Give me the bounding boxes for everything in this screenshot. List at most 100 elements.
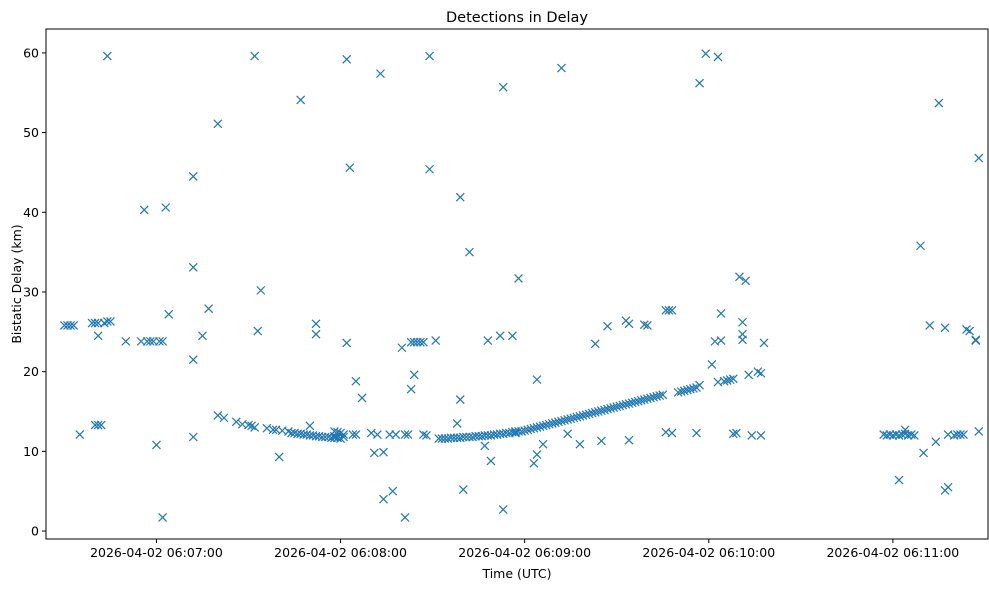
data-point xyxy=(695,78,704,88)
data-point xyxy=(415,337,425,347)
data-point xyxy=(486,456,496,466)
data-point xyxy=(655,391,665,400)
data-point xyxy=(188,432,198,442)
x-axis-label: Time (UTC) xyxy=(481,566,551,581)
y-axis-ticks: 0 10 20 30 40 50 60 xyxy=(23,45,46,539)
data-point xyxy=(425,164,434,174)
data-point xyxy=(379,447,388,457)
x-tick-label: 2026-04-02 06:10:00 xyxy=(642,545,775,560)
y-axis-label: Bistatic Delay (km) xyxy=(9,224,24,343)
data-point xyxy=(250,423,260,432)
y-tick-label: 60 xyxy=(23,45,39,60)
data-point xyxy=(458,485,468,495)
data-point xyxy=(188,171,198,181)
data-point xyxy=(400,513,410,522)
data-point xyxy=(667,305,677,315)
data-point xyxy=(735,272,744,282)
data-point xyxy=(455,192,465,202)
data-point xyxy=(213,411,223,420)
data-point xyxy=(161,203,171,212)
data-point xyxy=(906,430,916,440)
data-point xyxy=(731,428,741,438)
data-point xyxy=(96,420,106,430)
data-point xyxy=(959,430,968,440)
data-point xyxy=(658,390,668,400)
x-tick-label: 2026-04-02 06:08:00 xyxy=(274,545,407,560)
data-point xyxy=(231,417,241,427)
data-point xyxy=(741,276,751,286)
data-point xyxy=(639,320,649,330)
data-point xyxy=(409,370,419,380)
x-tick-label: 2026-04-02 06:11:00 xyxy=(826,545,959,560)
data-point xyxy=(974,153,984,163)
data-point xyxy=(716,309,726,318)
data-point xyxy=(452,419,462,428)
data-point xyxy=(575,439,585,449)
data-point xyxy=(965,326,975,336)
data-point xyxy=(158,513,168,522)
data-point xyxy=(219,413,229,423)
y-tick-label: 10 xyxy=(23,444,39,459)
data-point xyxy=(756,368,766,378)
data-point xyxy=(557,63,566,73)
data-point xyxy=(596,436,606,446)
data-point xyxy=(250,51,260,61)
data-point xyxy=(93,420,103,430)
x-tick-label: 2026-04-02 06:09:00 xyxy=(458,545,591,560)
data-point xyxy=(664,305,674,315)
data-point xyxy=(102,51,112,61)
data-point xyxy=(728,374,738,384)
data-point xyxy=(707,360,717,369)
data-point xyxy=(379,494,388,504)
data-point xyxy=(747,430,757,440)
data-point xyxy=(909,430,919,440)
data-point xyxy=(425,51,434,61)
data-point xyxy=(391,430,401,440)
data-point xyxy=(744,370,754,380)
data-point xyxy=(376,69,385,79)
data-point xyxy=(204,304,214,314)
data-point xyxy=(701,49,711,59)
data-point xyxy=(943,482,953,492)
y-tick-label: 0 xyxy=(31,524,39,539)
data-point xyxy=(667,428,677,438)
data-point xyxy=(106,317,115,326)
data-point xyxy=(689,383,698,393)
data-point xyxy=(339,432,349,442)
data-point xyxy=(756,430,766,440)
data-point xyxy=(728,429,738,439)
data-point xyxy=(603,321,612,331)
data-point xyxy=(716,336,726,346)
data-point xyxy=(274,452,284,462)
data-point xyxy=(759,338,769,348)
data-point xyxy=(418,337,428,347)
data-point xyxy=(538,439,548,449)
data-point xyxy=(498,505,508,514)
data-point xyxy=(406,384,416,394)
data-point xyxy=(345,163,355,173)
data-point xyxy=(624,319,634,329)
data-point xyxy=(532,375,542,385)
data-point xyxy=(465,247,474,257)
y-tick-label: 20 xyxy=(23,364,39,379)
x-axis-ticks: 2026-04-02 06:07:00 2026-04-02 06:08:00 20… xyxy=(90,539,959,560)
data-point xyxy=(90,318,100,328)
data-point xyxy=(351,376,361,386)
data-point xyxy=(916,241,925,251)
data-point xyxy=(155,336,164,346)
data-point xyxy=(480,441,490,451)
data-point xyxy=(213,119,223,129)
data-point xyxy=(511,428,520,438)
data-point xyxy=(296,95,306,105)
data-point xyxy=(348,430,358,440)
data-point xyxy=(511,426,520,436)
data-point xyxy=(695,380,704,390)
data-point xyxy=(244,420,253,430)
data-point xyxy=(713,52,723,62)
data-point xyxy=(483,336,493,346)
data-point xyxy=(268,425,278,435)
data-point xyxy=(69,321,79,330)
data-point xyxy=(369,448,379,458)
